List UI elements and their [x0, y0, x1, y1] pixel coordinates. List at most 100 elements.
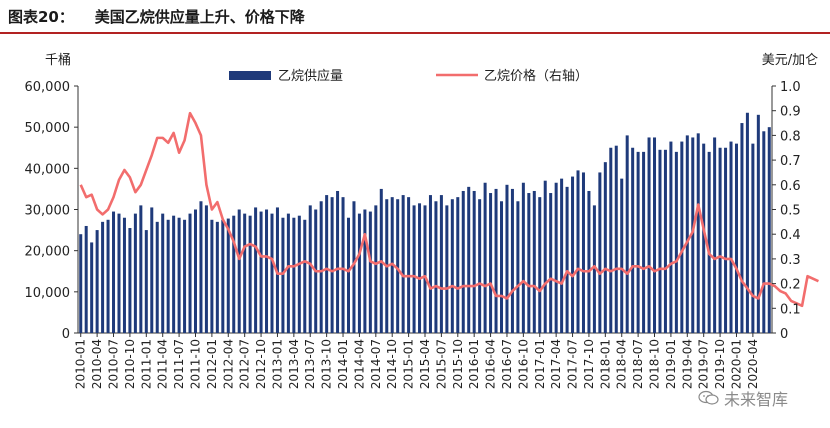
supply-bar	[139, 205, 143, 333]
supply-bar	[401, 195, 405, 333]
supply-bar	[374, 205, 378, 333]
supply-bar	[691, 137, 695, 333]
x-tick-label: 2015-07	[434, 339, 448, 389]
x-tick-label: 2016-04	[484, 339, 498, 389]
x-tick-label: 2010-04	[90, 339, 104, 389]
supply-bar	[325, 195, 329, 333]
supply-bar	[527, 193, 531, 333]
supply-bar	[581, 172, 585, 333]
x-tick-label: 2018-07	[631, 339, 645, 389]
x-tick-label: 2017-07	[566, 339, 580, 389]
supply-bar	[199, 201, 203, 333]
supply-bar	[259, 211, 263, 333]
left-tick-label: 60,000	[25, 80, 71, 95]
supply-bar	[592, 205, 596, 333]
supply-bar	[565, 186, 569, 333]
supply-bar	[609, 147, 613, 333]
supply-bar	[603, 162, 607, 333]
supply-bar	[193, 209, 197, 333]
supply-bar	[106, 219, 110, 333]
supply-bar	[319, 201, 323, 333]
supply-bar	[368, 211, 372, 333]
supply-bar	[281, 217, 285, 333]
watermark: 未来智库	[698, 386, 788, 410]
supply-bar	[226, 218, 230, 333]
supply-bar	[128, 228, 132, 333]
supply-bar	[762, 131, 766, 333]
supply-bar	[308, 205, 312, 333]
supply-bar	[412, 205, 416, 333]
supply-bar	[166, 219, 170, 333]
x-tick-label: 2011-10	[188, 339, 202, 389]
supply-bar	[215, 221, 219, 333]
right-tick-label: 0.8	[780, 129, 801, 144]
supply-bar	[330, 197, 334, 333]
x-tick-label: 2019-01	[664, 339, 678, 389]
supply-bar	[90, 242, 94, 333]
supply-bar	[396, 199, 400, 333]
x-tick-label: 2010-10	[123, 339, 137, 389]
x-tick-label: 2014-10	[385, 339, 399, 389]
x-tick-label: 2011-04	[156, 339, 170, 389]
supply-bar	[117, 213, 121, 333]
right-tick-label: 0.7	[780, 154, 801, 169]
x-tick-label: 2016-07	[500, 339, 514, 389]
supply-bar	[177, 217, 181, 333]
supply-bar	[625, 135, 629, 333]
supply-bar	[685, 135, 689, 333]
legend-layer: 乙烷供应量 乙烷价格（右轴）	[229, 68, 588, 84]
supply-bar	[221, 219, 225, 333]
supply-bar	[188, 213, 192, 333]
left-tick-label: 50,000	[25, 121, 71, 136]
supply-bar	[133, 213, 137, 333]
supply-bar	[346, 217, 350, 333]
left-tick-label: 20,000	[25, 245, 71, 260]
supply-bar	[554, 182, 558, 333]
x-tick-label: 2015-10	[451, 339, 465, 389]
x-tick-label: 2019-07	[697, 339, 711, 389]
supply-bar	[549, 193, 553, 333]
x-tick-label: 2014-01	[336, 339, 350, 389]
supply-bar	[363, 209, 367, 333]
supply-bar	[647, 137, 651, 333]
supply-bar	[658, 149, 662, 333]
supply-bar	[631, 147, 635, 333]
right-tick-label: 0.2	[780, 278, 801, 293]
supply-bar	[571, 176, 575, 333]
supply-bar	[439, 195, 443, 333]
right-tick-label: 0.1	[780, 302, 801, 317]
x-tick-label: 2015-01	[402, 339, 416, 389]
supply-bar	[653, 137, 657, 333]
supply-bar	[232, 215, 236, 333]
supply-bar	[418, 203, 422, 333]
legend-label-supply: 乙烷供应量	[278, 68, 343, 84]
x-tick-label: 2018-01	[598, 339, 612, 389]
supply-bar	[172, 215, 176, 333]
legend-label-price: 乙烷价格（右轴）	[484, 68, 588, 84]
supply-bar	[336, 190, 340, 333]
x-tick-label: 2020-01	[729, 339, 743, 389]
right-tick-label: 0.3	[780, 253, 801, 268]
x-tick-label: 2012-04	[221, 339, 235, 389]
supply-bar	[144, 230, 148, 333]
right-tick-label: 0.6	[780, 179, 801, 194]
x-tick-label: 2018-04	[615, 339, 629, 389]
left-axis-unit: 千桶	[45, 53, 71, 68]
supply-bar	[254, 207, 258, 333]
supply-bar	[407, 197, 411, 333]
x-tick-label: 2011-01	[139, 339, 153, 389]
left-tick-label: 0	[62, 327, 70, 342]
supply-bar	[467, 186, 471, 333]
supply-bar	[204, 205, 208, 333]
x-tick-label: 2017-04	[549, 339, 563, 389]
left-tick-label: 30,000	[25, 204, 71, 219]
supply-bar	[729, 141, 733, 333]
x-tick-label: 2013-07	[303, 339, 317, 389]
supply-bar	[237, 209, 241, 333]
x-tick-label: 2010-01	[74, 339, 88, 389]
supply-bar	[112, 211, 116, 333]
supply-bar	[423, 205, 427, 333]
supply-bar	[352, 201, 356, 333]
supply-bar	[734, 143, 738, 333]
